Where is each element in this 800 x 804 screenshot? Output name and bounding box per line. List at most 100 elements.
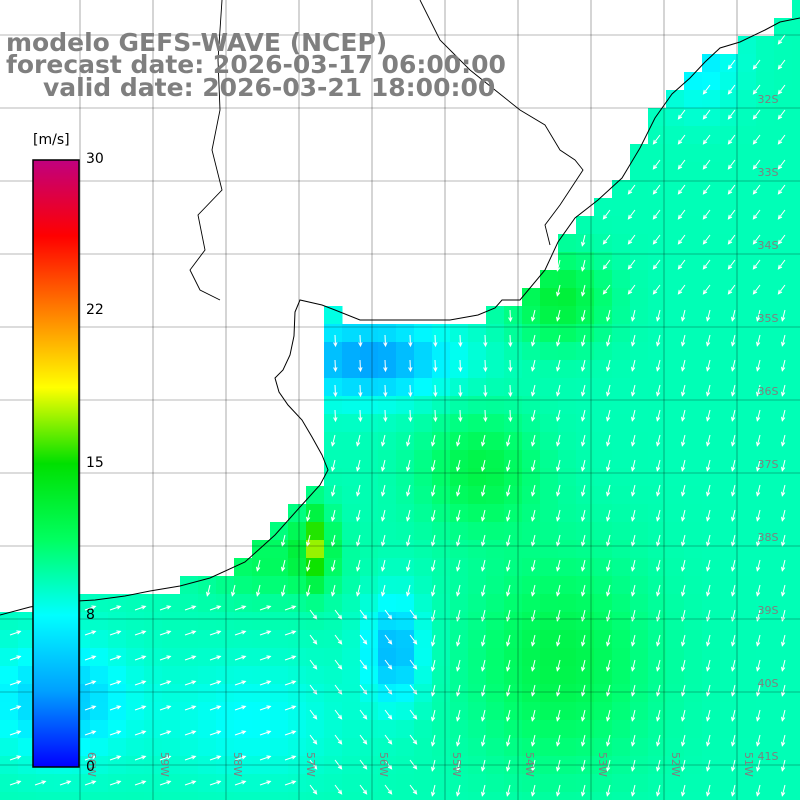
speed-cell (450, 378, 469, 397)
speed-cell (288, 504, 307, 523)
wind-arrow (681, 384, 686, 397)
speed-cell (738, 144, 757, 163)
speed-cell (90, 738, 109, 757)
speed-cell (450, 342, 469, 361)
wind-arrow (356, 484, 361, 497)
speed-cell (414, 738, 433, 757)
speed-cell (558, 558, 577, 577)
speed-cell (666, 486, 685, 505)
speed-cell (558, 378, 577, 397)
speed-cell (0, 774, 19, 793)
wind-arrow (752, 284, 761, 295)
speed-cell (396, 522, 415, 541)
speed-cell (792, 324, 800, 343)
speed-cell (360, 450, 379, 469)
speed-cell (774, 108, 793, 127)
speed-cell (180, 630, 199, 649)
speed-cell (792, 342, 800, 361)
speed-cell (540, 630, 559, 649)
speed-cell (522, 486, 541, 505)
speed-cell (270, 522, 289, 541)
speed-cell (180, 702, 199, 721)
wind-arrow (408, 384, 413, 398)
wind-arrow (631, 684, 636, 697)
speed-cell (756, 666, 775, 685)
speed-cell (414, 612, 433, 631)
wind-arrow (756, 459, 761, 472)
wind-arrow (356, 559, 361, 572)
wind-arrow (209, 780, 222, 786)
speed-cell (378, 378, 397, 397)
speed-cell (540, 270, 559, 289)
speed-cell (504, 396, 523, 415)
speed-cell (108, 630, 127, 649)
speed-cell (774, 54, 793, 73)
speed-cell (576, 486, 595, 505)
wind-arrow (508, 384, 513, 398)
wind-arrow (556, 509, 561, 522)
wind-arrow (284, 655, 297, 661)
colorbar-tick-8: 8 (86, 607, 95, 623)
speed-cell (684, 360, 703, 379)
speed-cell (720, 558, 739, 577)
speed-cell (792, 666, 800, 685)
speed-cell (396, 396, 415, 415)
speed-cell (792, 36, 800, 55)
speed-cell (630, 468, 649, 487)
speed-cell (396, 792, 415, 804)
speed-cell (432, 432, 451, 451)
wind-arrow (727, 109, 736, 120)
speed-cell (720, 360, 739, 379)
speed-cell (108, 792, 127, 804)
longitude-labels: 60W 59W 58W 57W 56W 55W 54W 53W 52W 51W (85, 752, 755, 777)
speed-cell (288, 666, 307, 685)
speed-cell (504, 738, 523, 757)
wind-arrow (556, 384, 561, 397)
wind-arrow (134, 680, 147, 686)
wind-arrow (84, 705, 97, 711)
wind-arrow (159, 755, 172, 761)
speed-cell (576, 432, 595, 451)
speed-cell (486, 414, 505, 433)
speed-cell (558, 720, 577, 739)
speed-cell (594, 522, 613, 541)
speed-cell (360, 612, 379, 631)
speed-cell (126, 720, 145, 739)
wind-arrow (381, 484, 386, 497)
wind-arrow (781, 584, 786, 597)
wind-arrow (581, 409, 586, 422)
speed-cell (576, 684, 595, 703)
wind-arrow (359, 734, 368, 745)
latitude-label: 32S (758, 93, 779, 106)
wind-arrow (602, 234, 611, 245)
speed-cell (792, 216, 800, 235)
speed-cell (756, 162, 775, 181)
speed-cell (378, 396, 397, 415)
speed-cell (126, 612, 145, 631)
wind-arrow (84, 780, 97, 786)
speed-cell (756, 180, 775, 199)
wind-arrow (358, 334, 363, 348)
wind-arrow (431, 434, 436, 447)
speed-cell (180, 720, 199, 739)
speed-cell (522, 360, 541, 379)
speed-cell (252, 630, 271, 649)
wind-arrow (681, 484, 686, 497)
speed-cell (396, 702, 415, 721)
speed-cell (450, 738, 469, 757)
speed-cell (702, 648, 721, 667)
wind-arrow (281, 559, 286, 572)
speed-cell (324, 576, 343, 595)
speed-cell (702, 594, 721, 613)
speed-cell (648, 342, 667, 361)
speed-cell (504, 774, 523, 793)
speed-cell (774, 198, 793, 217)
speed-cell (612, 774, 631, 793)
speed-cell (504, 720, 523, 739)
wind-arrow (159, 730, 172, 736)
wind-arrow (652, 284, 661, 295)
speed-cell (324, 738, 343, 757)
speed-cell (756, 432, 775, 451)
speed-cell (594, 486, 613, 505)
